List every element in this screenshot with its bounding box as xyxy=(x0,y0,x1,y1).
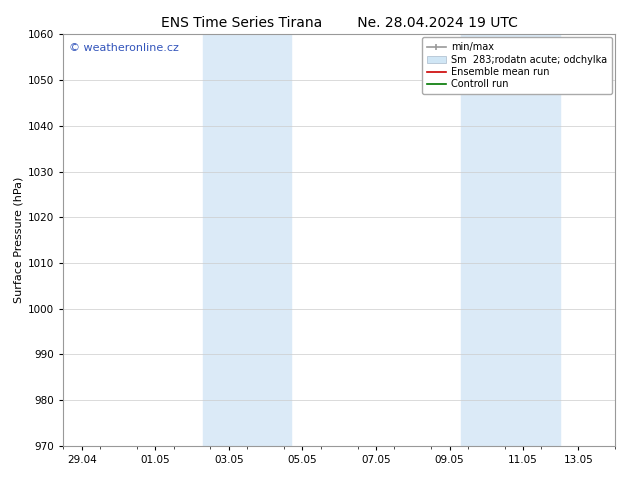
Y-axis label: Surface Pressure (hPa): Surface Pressure (hPa) xyxy=(14,177,24,303)
Title: ENS Time Series Tirana        Ne. 28.04.2024 19 UTC: ENS Time Series Tirana Ne. 28.04.2024 19… xyxy=(161,16,517,30)
Text: © weatheronline.cz: © weatheronline.cz xyxy=(69,43,179,52)
Legend: min/max, Sm  283;rodatn acute; odchylka, Ensemble mean run, Controll run: min/max, Sm 283;rodatn acute; odchylka, … xyxy=(422,37,612,94)
Bar xyxy=(460,34,560,446)
Bar xyxy=(203,34,292,446)
